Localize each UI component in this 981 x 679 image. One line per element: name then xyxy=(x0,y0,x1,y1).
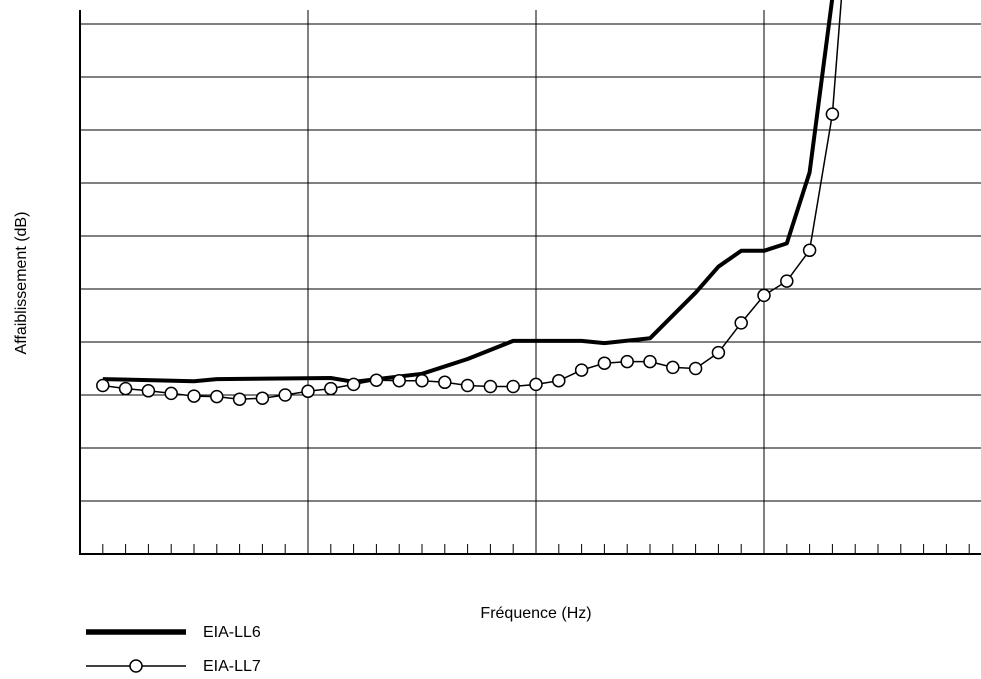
data-point-eia-ll7 xyxy=(369,373,384,387)
data-point-eia-ll7 xyxy=(552,373,566,388)
data-point-eia-ll7 xyxy=(460,378,475,393)
data-point-eia-ll7 xyxy=(438,375,452,390)
grid xyxy=(80,10,981,554)
y-axis-label: Affaiblissement (dB) xyxy=(13,212,30,355)
data-point-eia-ll7 xyxy=(210,389,224,404)
data-point-eia-ll7 xyxy=(96,378,110,393)
series-group xyxy=(96,0,843,406)
legend-label-ll7: EIA-LL7 xyxy=(203,658,261,675)
legend-marker-ll7 xyxy=(129,659,143,673)
x-minor-ticks xyxy=(102,544,970,554)
series-line-eia-ll6 xyxy=(102,0,835,384)
legend-item-ll7: EIA-LL7 xyxy=(86,658,261,675)
data-point-eia-ll7 xyxy=(734,316,748,330)
data-point-eia-ll7 xyxy=(164,386,178,401)
data-point-eia-ll7 xyxy=(255,391,270,405)
axes xyxy=(79,10,981,555)
data-point-eia-ll7 xyxy=(757,288,771,303)
data-point-eia-ll7 xyxy=(506,379,520,394)
data-point-eia-ll7 xyxy=(688,361,703,376)
data-point-eia-ll7 xyxy=(301,384,315,399)
data-point-eia-ll7 xyxy=(597,356,612,370)
data-point-eia-ll7 xyxy=(711,345,726,360)
data-point-eia-ll7 xyxy=(232,392,247,406)
data-point-eia-ll7 xyxy=(529,377,543,392)
legend-label-ll6: EIA-LL6 xyxy=(203,624,261,641)
data-point-eia-ll7 xyxy=(415,373,429,388)
x-axis-label: Fréquence (Hz) xyxy=(480,605,591,622)
data-point-eia-ll7 xyxy=(483,379,498,394)
data-point-eia-ll7 xyxy=(392,373,406,388)
data-point-eia-ll7 xyxy=(324,381,338,396)
legend-item-ll6: EIA-LL6 xyxy=(86,624,261,641)
data-point-eia-ll7 xyxy=(643,354,657,369)
data-point-eia-ll7 xyxy=(278,388,292,402)
data-point-eia-ll7 xyxy=(802,243,817,258)
data-point-eia-ll7 xyxy=(187,389,201,403)
data-point-eia-ll7 xyxy=(118,381,133,396)
legend: EIA-LL6 EIA-LL7 xyxy=(86,624,261,675)
data-point-eia-ll7 xyxy=(825,107,840,121)
data-point-eia-ll7 xyxy=(346,377,361,392)
data-point-eia-ll7 xyxy=(666,360,680,375)
data-point-eia-ll7 xyxy=(574,363,589,377)
data-point-eia-ll7 xyxy=(141,384,156,398)
series-line-eia-ll7 xyxy=(102,0,843,400)
data-point-eia-ll7 xyxy=(620,354,634,369)
data-point-eia-ll7 xyxy=(780,274,794,288)
